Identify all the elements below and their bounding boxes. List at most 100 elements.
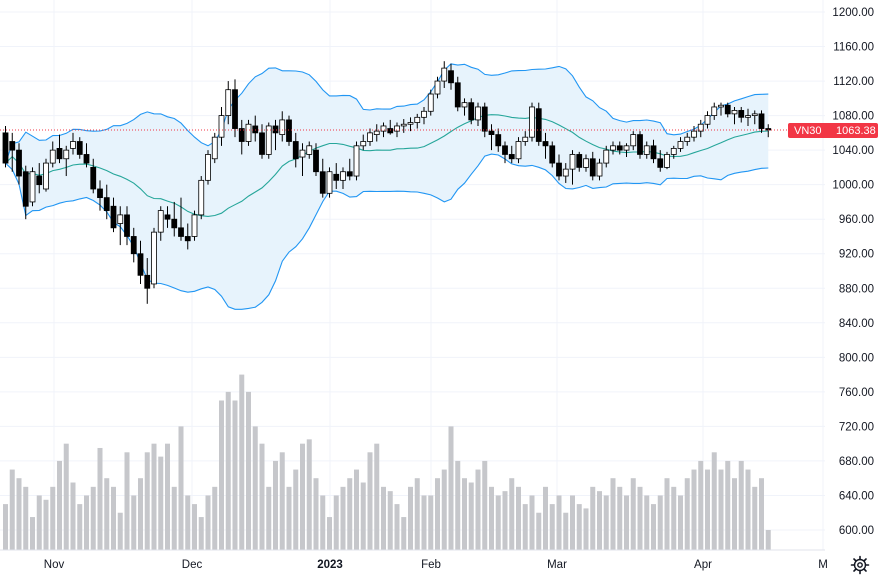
candle — [130, 227, 137, 263]
candle-body — [637, 134, 643, 155]
chart-settings-button[interactable] — [848, 553, 872, 577]
candle-body — [232, 89, 238, 129]
volume-bar — [489, 486, 494, 550]
price-tick-label: 720.00 — [839, 421, 874, 433]
price-tick-label: 920.00 — [839, 249, 874, 261]
candle — [279, 111, 286, 142]
volume-bar — [421, 495, 427, 550]
volume-bar — [9, 469, 15, 550]
candle — [583, 154, 589, 172]
gear-icon — [850, 555, 870, 575]
price-tick-label: 1040.00 — [832, 145, 874, 157]
candle — [353, 141, 360, 181]
candle-body — [448, 70, 454, 84]
candle — [22, 165, 29, 220]
candle-body — [427, 93, 434, 112]
volume-bar — [347, 478, 353, 550]
volume-bar — [705, 469, 710, 550]
candle-body — [2, 132, 9, 164]
candle — [252, 115, 259, 142]
volume-bar — [570, 495, 575, 550]
volume-bar — [394, 504, 400, 550]
time-tick-label: Feb — [421, 559, 441, 571]
candle-body — [272, 125, 279, 134]
candle — [191, 210, 198, 241]
candle-body — [610, 145, 616, 151]
volume-bar — [286, 486, 292, 550]
time-axis[interactable]: Nov Dec 2023 Feb Mar Apr M — [0, 549, 828, 571]
bollinger-fill — [5, 63, 769, 310]
price-axis[interactable]: 1200.00 1160.00 1120.00 1080.00 1040.00 1000.… — [832, 7, 874, 537]
candle — [56, 134, 63, 164]
candle-body — [583, 158, 589, 168]
candle — [299, 143, 306, 177]
volume-bar — [482, 460, 488, 550]
price-tick-label: 880.00 — [839, 283, 874, 295]
candle-body — [144, 274, 151, 289]
volume-bar — [138, 478, 143, 550]
candle — [508, 145, 515, 164]
volume-bar — [435, 478, 440, 550]
volume-bar — [610, 478, 616, 550]
candle-body — [373, 130, 380, 135]
candle-body — [43, 162, 49, 190]
volume-bar — [711, 452, 717, 550]
volume-bar — [30, 517, 35, 550]
candle — [400, 119, 407, 133]
volume-bar — [441, 469, 447, 550]
candle — [664, 151, 670, 170]
candle-body — [704, 115, 711, 125]
volume-bar — [185, 495, 191, 550]
candle-body — [63, 149, 70, 160]
volume-bar — [516, 486, 521, 550]
candle-body — [9, 141, 16, 151]
candle-body — [434, 80, 441, 95]
volume-bar — [165, 443, 170, 550]
candle — [718, 102, 724, 116]
volume-bar — [495, 495, 501, 550]
candle — [637, 131, 643, 159]
volume-bar — [360, 482, 366, 550]
candle-body — [724, 104, 731, 115]
volume-bar — [597, 491, 602, 550]
volume-bar — [77, 504, 83, 550]
candle — [535, 102, 542, 146]
candle — [529, 102, 535, 142]
price-tick-label: 1160.00 — [833, 42, 874, 54]
candle-body — [117, 214, 124, 224]
volume-bar — [259, 443, 265, 550]
candle-body — [70, 141, 76, 149]
volume-bars — [3, 374, 771, 550]
candle-body — [481, 106, 488, 132]
volume-bar — [563, 512, 569, 550]
candle-body — [90, 166, 97, 190]
volume-bar — [759, 478, 764, 550]
candle-body — [535, 108, 542, 142]
candle — [2, 125, 9, 168]
candle-body — [238, 128, 245, 142]
candle-body — [454, 82, 461, 108]
candle — [610, 141, 616, 155]
candle-body — [218, 115, 225, 138]
candle — [144, 258, 151, 304]
candle-body — [502, 145, 508, 155]
candle-body — [529, 106, 535, 138]
candle — [738, 106, 745, 123]
candle — [515, 137, 522, 164]
candle — [346, 158, 353, 181]
candle-body — [508, 154, 515, 160]
volume-bar — [158, 456, 164, 550]
volume-bar — [205, 495, 211, 550]
volume-bar — [63, 443, 69, 550]
candle — [63, 145, 70, 177]
time-tick-label: 2023 — [317, 559, 343, 571]
volume-bar — [57, 460, 62, 550]
candle-body — [576, 154, 583, 168]
volume-bar — [590, 486, 596, 550]
volume-bar — [306, 439, 312, 550]
candle-body — [616, 145, 623, 151]
candle — [117, 206, 124, 246]
volume-bar — [239, 374, 245, 550]
candle-body — [124, 214, 130, 237]
